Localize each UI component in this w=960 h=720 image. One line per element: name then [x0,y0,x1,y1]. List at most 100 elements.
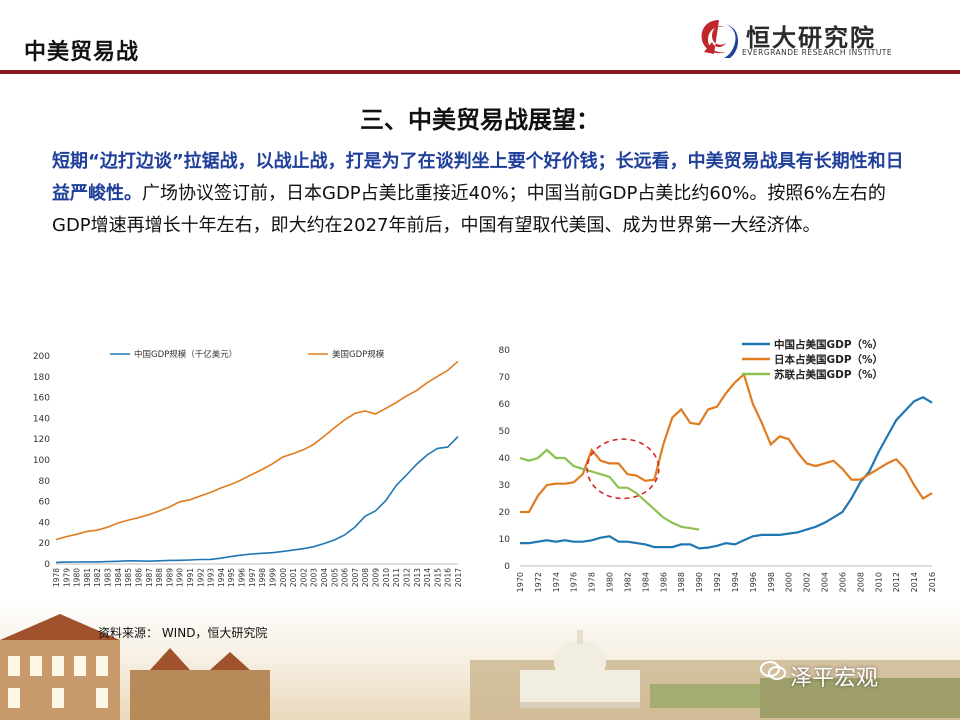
x-tick-label: 1997 [248,568,257,587]
capitol-illustration [470,630,960,720]
x-tick-label: 2009 [372,568,381,587]
y-tick-label: 160 [33,394,50,404]
x-tick-label: 2014 [910,572,919,592]
gdp-ratio-chart: 0 10 20 30 40 50 60 70 80 1970 1972 1974 1976 1978 198… [484,334,940,606]
x-tick-label: 1988 [677,572,686,592]
y-tick-label: 10 [499,535,511,545]
x-tick-label: 1980 [73,568,82,587]
x-tick-label: 1996 [238,568,247,587]
x-tick-label: 2005 [330,568,339,587]
watermark: 泽平宏观 [790,666,879,691]
x-tick-label: 2006 [341,568,350,587]
x-tick-label: 1976 [570,572,579,592]
x-tick-label: 1986 [134,568,143,587]
x-tick-label: 1998 [767,572,776,592]
x-tick-label: 1995 [227,568,236,587]
legend-label: 中国GDP规模（千亿美元） [134,349,237,360]
highlight-ellipse [586,438,660,500]
x-tick-label: 1989 [165,568,174,587]
x-tick-label: 1984 [641,572,650,592]
x-tick-label: 1999 [268,568,277,587]
y-tick-label: 40 [39,518,51,528]
x-tick-label: 2016 [444,568,453,587]
paragraph-highlight: 短期“边打边谈”拉锯战，以战止战，打是为了在谈判坐上要个好价钱；长远看，中美贸易… [52,151,904,204]
x-tick-label: 2006 [838,572,847,592]
legend-label: 美国GDP规模 [332,349,385,360]
summary-paragraph: 短期“边打边谈”拉锯战，以战止战，打是为了在谈判坐上要个好价钱；长远看，中美贸易… [52,146,912,242]
x-tick-label: 2002 [299,568,308,587]
logo-name: 恒大研究院 [746,24,876,52]
x-tick-label: 2008 [856,572,865,592]
x-tick-label: 1972 [534,572,543,592]
y-tick-label: 200 [33,352,50,362]
source-note: 资料来源： WIND，恒大研究院 [98,626,268,640]
x-tick-label: 2012 [892,572,901,592]
x-tick-label: 1990 [176,568,185,587]
header-bar: 中美贸易战 恒大研究院 EVERGRANDE RESEARCH INSTITUT… [0,0,960,74]
x-tick-label: 1994 [217,568,226,587]
y-tick-label: 80 [499,346,511,356]
legend-label: 苏联占美国GDP（%） [774,368,883,381]
x-tick-label: 1992 [713,572,722,592]
x-tick-label: 2002 [803,572,812,592]
x-tick-label: 1990 [695,572,704,592]
gdp-ratio-chart-svg: 0 10 20 30 40 50 60 70 80 1970 1972 1974 1976 1978 198… [499,338,937,592]
x-tick-label: 2017 [454,568,463,587]
series-line [55,360,459,541]
x-tick-label: 2015 [433,568,442,587]
logo-icon [701,20,738,58]
y-tick-label: 30 [499,481,511,491]
y-tick-label: 80 [39,477,51,487]
x-tick-label: 2001 [289,568,298,587]
x-tick-label: 1993 [207,568,216,587]
y-tick-label: 20 [39,539,51,549]
y-tick-label: 0 [504,562,510,572]
x-tick-label: 1988 [155,568,164,587]
x-tick-label: 1980 [606,572,615,592]
x-tick-label: 2000 [785,572,794,592]
x-tick-label: 1974 [552,572,561,592]
y-tick-label: 40 [499,454,511,464]
logo-en: EVERGRANDE RESEARCH INSTITUTE [742,48,893,57]
series-line [519,448,700,531]
y-tick-label: 100 [33,456,50,466]
x-tick-label: 2014 [423,568,432,587]
x-tick-label: 2000 [279,568,288,587]
y-tick-label: 60 [39,498,51,508]
y-tick-label: 180 [33,373,50,383]
paragraph-body: 广场协议签订前，日本GDP占美比重接近40%；中国当前GDP占美比约60%。按照… [52,183,886,236]
y-tick-label: 70 [499,373,511,383]
x-tick-label: 2010 [874,572,883,592]
y-tick-label: 140 [33,414,50,424]
x-tick-label: 2012 [402,568,411,587]
page-title: 中美贸易战 [24,40,140,65]
x-tick-label: 1978 [588,572,597,592]
x-tick-label: 2004 [320,568,329,587]
legend-label: 日本占美国GDP（%） [774,353,883,366]
x-tick-label: 1994 [731,572,740,592]
x-tick-label: 1982 [623,572,632,592]
section-subtitle: 三、中美贸易战展望： [360,106,600,134]
x-tick-label: 1982 [93,568,102,587]
gdp-scale-chart: 0 20 40 60 80 100 120 140 160 180 200 1978 1979 1980 1… [20,334,464,606]
x-tick-label: 2004 [821,572,830,592]
x-tick-label: 1986 [659,572,668,592]
y-tick-label: 120 [33,435,50,445]
x-tick-label: 1996 [749,572,758,592]
x-tick-label: 1984 [114,568,123,587]
legend-label: 中国占美国GDP（%） [774,338,883,351]
x-tick-label: 2008 [361,568,370,587]
logo: 恒大研究院 EVERGRANDE RESEARCH INSTITUTE [692,14,942,64]
x-tick-label: 2010 [382,568,391,587]
x-tick-label: 1978 [52,568,61,587]
x-tick-label: 1970 [516,572,525,592]
bottom-decoration [0,600,960,720]
x-tick-label: 2007 [351,568,360,587]
x-tick-label: 1987 [145,568,154,587]
y-tick-label: 20 [499,508,511,518]
y-tick-label: 60 [499,400,511,410]
y-tick-label: 0 [44,560,50,570]
y-tick-label: 50 [499,427,511,437]
series-line [520,372,933,514]
